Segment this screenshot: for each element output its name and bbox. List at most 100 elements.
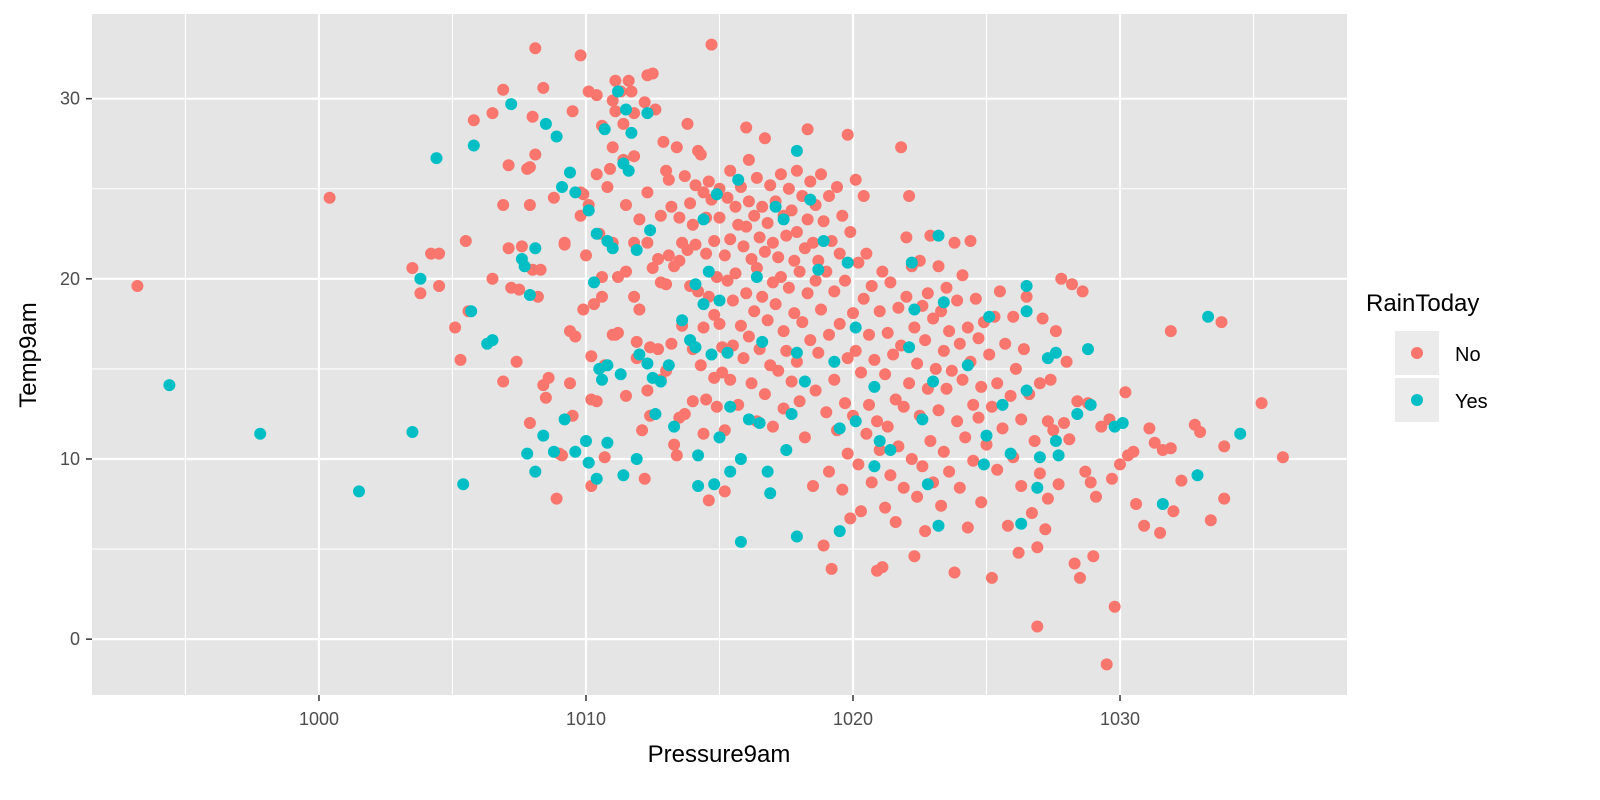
point-yes (1049, 435, 1062, 447)
point-no (1095, 420, 1108, 433)
point-yes (750, 271, 763, 283)
point-no (812, 254, 825, 267)
point-yes (916, 413, 929, 426)
point-no (654, 209, 667, 222)
point-no (526, 110, 539, 123)
point-no (633, 213, 646, 226)
point-no (670, 141, 683, 154)
point-yes (927, 375, 940, 388)
point-no (585, 350, 598, 363)
point-yes (414, 272, 427, 285)
point-no (652, 343, 665, 356)
point-no (1106, 472, 1118, 485)
point-yes (641, 357, 654, 370)
point-no (892, 301, 905, 314)
point-no (774, 168, 787, 181)
point-no (1041, 492, 1054, 505)
point-no (943, 325, 956, 338)
point-yes (804, 193, 817, 206)
point-yes (633, 348, 646, 361)
point-yes (1004, 447, 1017, 460)
point-no (951, 294, 964, 307)
point-no (577, 303, 590, 316)
point-no (758, 388, 771, 401)
point-no (660, 278, 673, 291)
point-no (924, 435, 937, 447)
point-no (758, 132, 771, 145)
point-no (961, 321, 974, 334)
point-no (708, 308, 721, 321)
point-no (638, 472, 651, 485)
point-no (1175, 474, 1188, 487)
point-no (601, 181, 614, 193)
point-no (718, 249, 731, 262)
point-no (839, 397, 851, 410)
point-no (1036, 312, 1049, 325)
point-no (879, 368, 892, 381)
point-no (1108, 600, 1121, 613)
point-yes (734, 453, 747, 465)
point-yes (465, 305, 478, 318)
point-no (606, 141, 619, 154)
point-no (737, 352, 750, 365)
point-no (801, 123, 814, 136)
point-no (745, 253, 758, 265)
point-no (1012, 546, 1025, 559)
point-no (750, 171, 763, 184)
point-no (740, 287, 753, 300)
point-no (951, 415, 964, 428)
point-no (993, 285, 1006, 298)
point-no (852, 256, 865, 269)
point-yes (769, 200, 782, 213)
point-yes (705, 348, 718, 361)
point-yes (1015, 517, 1028, 530)
point-yes (676, 314, 689, 327)
point-no (1063, 433, 1076, 446)
point-no (823, 328, 835, 341)
point-no (678, 408, 691, 420)
point-yes (649, 408, 662, 420)
point-no (753, 231, 766, 244)
point-no (1119, 386, 1132, 399)
point-no (617, 117, 630, 130)
point-yes (163, 379, 176, 392)
point-no (689, 179, 702, 192)
point-yes (692, 449, 705, 462)
point-yes (689, 278, 702, 291)
point-no (1164, 442, 1177, 455)
point-no (1079, 465, 1092, 478)
point-no (908, 550, 921, 563)
point-yes (598, 123, 611, 136)
point-yes (833, 422, 846, 435)
point-no (705, 38, 718, 51)
point-no (841, 352, 854, 365)
point-yes (644, 224, 657, 237)
point-no (681, 117, 694, 130)
legend-label-yes: Yes (1455, 391, 1488, 413)
point-yes (742, 413, 755, 426)
point-no (414, 287, 427, 300)
point-yes (556, 181, 568, 193)
point-yes (523, 289, 536, 301)
point-no (884, 469, 897, 482)
point-no (662, 173, 675, 186)
point-no (1090, 490, 1102, 503)
point-no (454, 353, 467, 366)
point-no (903, 190, 916, 202)
point-no (879, 501, 892, 514)
point-yes (529, 242, 542, 255)
point-no (724, 233, 737, 246)
point-no (630, 335, 643, 348)
point-no (945, 364, 958, 377)
point-no (817, 539, 830, 552)
point-no (1143, 422, 1156, 435)
point-no (1009, 362, 1022, 375)
point-no (1218, 492, 1231, 505)
point-no (678, 170, 691, 183)
point-no (825, 562, 838, 575)
point-no (991, 463, 1004, 476)
point-yes (921, 478, 934, 491)
point-no (991, 377, 1004, 390)
point-yes (617, 469, 630, 482)
point-no (766, 420, 779, 433)
